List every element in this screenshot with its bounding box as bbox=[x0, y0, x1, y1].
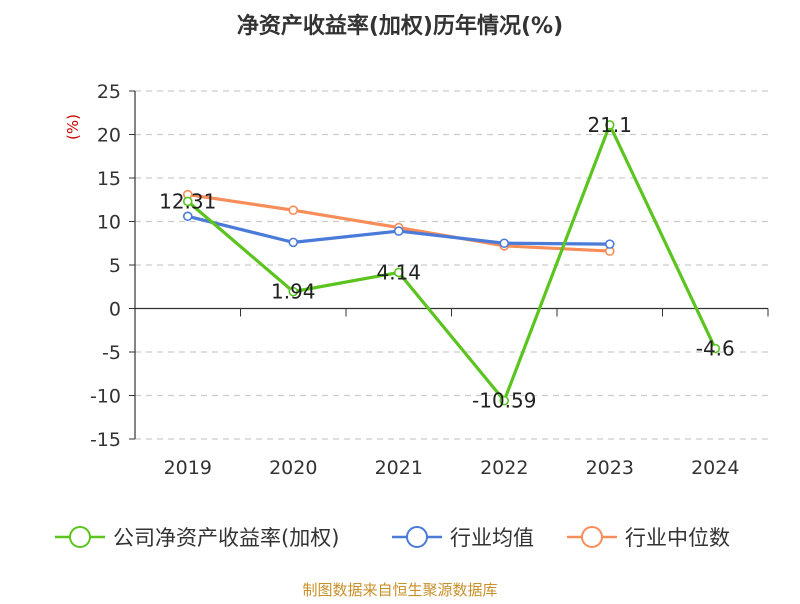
y-tick-label: 15 bbox=[97, 168, 121, 190]
series-line-0 bbox=[186, 123, 717, 403]
data-label: 1.94 bbox=[271, 280, 316, 304]
data-point bbox=[393, 267, 404, 278]
legend[interactable]: 公司净资产收益率(加权) 行业均值 行业中位数 bbox=[55, 526, 730, 550]
source-note: 制图数据来自恒生聚源数据库 bbox=[302, 581, 497, 599]
legend-marker bbox=[406, 526, 428, 548]
legend-label: 行业中位数 bbox=[625, 526, 730, 550]
y-tick-label: -10 bbox=[90, 386, 121, 408]
y-tick-label: 0 bbox=[109, 299, 121, 321]
data-label: -10.59 bbox=[472, 389, 536, 413]
legend-marker bbox=[581, 526, 603, 548]
y-tick-label: 20 bbox=[97, 125, 121, 147]
data-labels: 12.31 1.94 4.14 -10.59 21.1 -4.6 bbox=[159, 113, 735, 413]
data-point bbox=[182, 211, 193, 222]
y-tick-label: -15 bbox=[90, 429, 121, 451]
y-tick-label: 10 bbox=[97, 212, 121, 234]
data-label: 12.31 bbox=[159, 189, 216, 213]
data-point bbox=[288, 205, 299, 215]
legend-item-0[interactable]: 公司净资产收益率(加权) bbox=[55, 526, 339, 550]
data-point bbox=[288, 286, 299, 297]
data-point bbox=[710, 343, 721, 354]
legend-item-1[interactable]: 行业均值 bbox=[392, 526, 534, 550]
legend-marker bbox=[69, 526, 91, 548]
x-tick-label: 2022 bbox=[480, 457, 528, 479]
x-tick-label: 2019 bbox=[164, 457, 212, 479]
data-point bbox=[604, 239, 615, 249]
chart-title: 净资产收益率(加权)历年情况(%) bbox=[237, 13, 563, 39]
data-point bbox=[288, 237, 299, 248]
data-point bbox=[604, 120, 615, 130]
data-label: -4.6 bbox=[696, 337, 735, 361]
series-group bbox=[182, 120, 721, 406]
x-tick-label: 2023 bbox=[586, 457, 634, 479]
axes: -15 -10 -5 0 5 10 15 20 25 2019 2020 2021 2022 2023 20… bbox=[90, 81, 769, 479]
data-point bbox=[499, 238, 510, 249]
x-tick-label: 2021 bbox=[375, 457, 423, 479]
y-tick-label: 5 bbox=[109, 255, 121, 277]
data-label: 4.14 bbox=[376, 260, 421, 284]
data-label: 21.1 bbox=[587, 113, 632, 137]
data-point bbox=[393, 226, 404, 236]
y-axis-label: (%) bbox=[64, 114, 82, 140]
legend-label: 公司净资产收益率(加权) bbox=[113, 526, 339, 550]
legend-item-2[interactable]: 行业中位数 bbox=[567, 526, 730, 550]
legend-label: 行业均值 bbox=[450, 526, 534, 550]
x-tick-label: 2020 bbox=[269, 457, 317, 479]
data-point bbox=[182, 196, 193, 207]
data-point bbox=[499, 395, 510, 406]
y-tick-label: 25 bbox=[97, 81, 121, 103]
y-tick-label: -5 bbox=[102, 342, 121, 364]
gridlines bbox=[135, 90, 768, 440]
x-tick-label: 2024 bbox=[691, 457, 739, 479]
